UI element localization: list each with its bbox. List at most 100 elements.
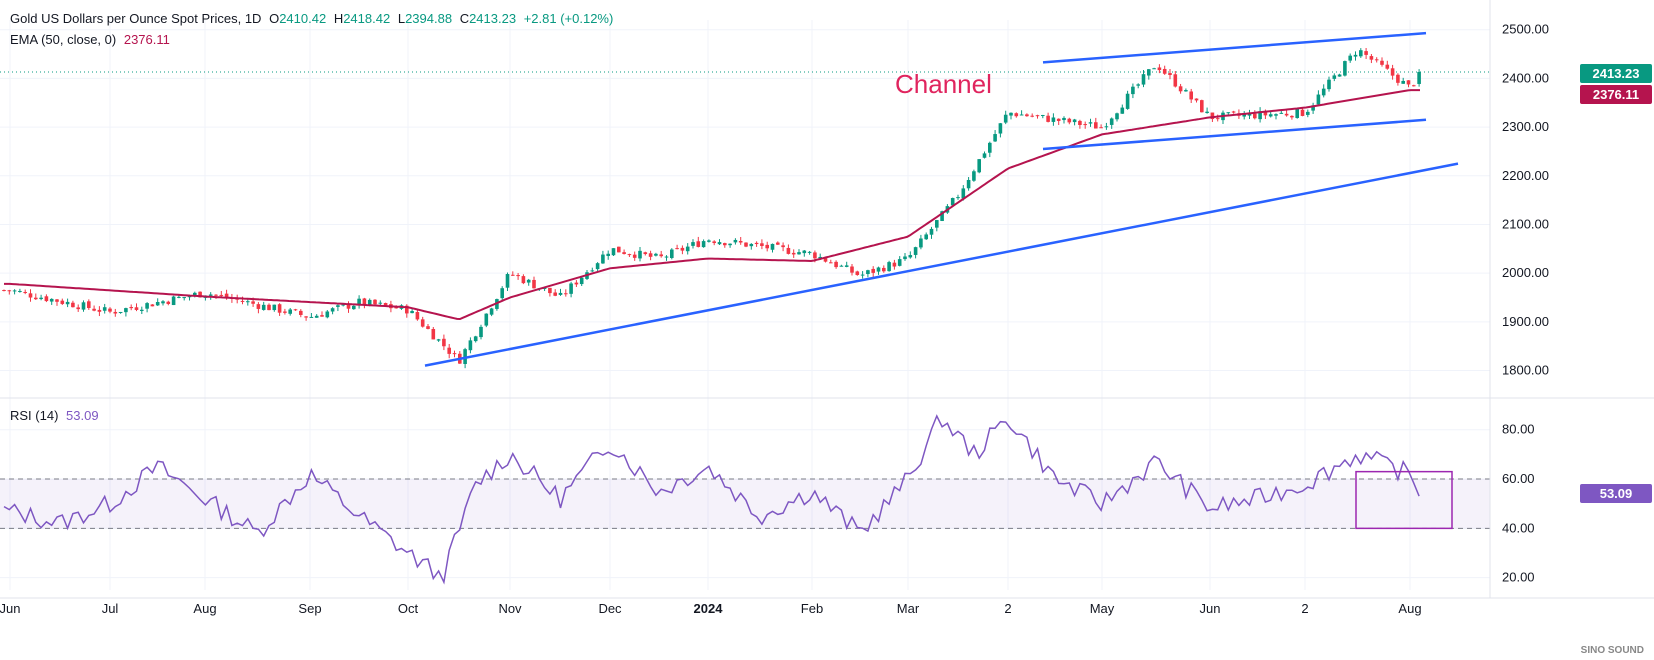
rsi-axis-tick: 60.00 [1502,471,1535,486]
candle-body [590,270,595,272]
candle-body [548,287,552,294]
candle-body [1152,68,1156,70]
candle-body [383,303,388,306]
time-axis-tick: Mar [897,601,920,616]
candle-body [823,258,828,262]
candle-body [452,353,457,355]
candle-body [903,256,907,260]
time-axis-tick: Dec [598,601,622,616]
price-axis-tick: 2200.00 [1502,168,1549,183]
candle-body [754,242,759,245]
candle-body [1364,51,1368,55]
candle-body [786,247,791,254]
candle-body [569,283,573,294]
candle-body [1215,118,1220,120]
candle-body [1311,105,1315,111]
candle-body [240,300,245,302]
candle-body [532,279,536,289]
candle-body [1014,113,1019,117]
candle-body [1279,112,1284,114]
candle-body [12,290,17,292]
low-value: 2394.88 [405,11,453,26]
candle-body [261,304,266,310]
change-value: +2.81 (+0.12%) [523,11,614,26]
candle-body [1343,61,1347,76]
price-axis-tick: 2500.00 [1502,22,1549,37]
candle-body [155,302,160,306]
candle-body [659,254,663,257]
ema-value: 2376.11 [123,32,170,47]
candle-body [171,296,176,306]
candle-body [1380,60,1384,65]
channel-line [1042,118,1427,151]
candle-body [267,304,271,311]
candle-body [1094,122,1098,129]
close-value: 2413.23 [469,11,517,26]
candle-body [299,310,303,315]
candle-body [977,159,981,173]
candle-body [1189,91,1193,100]
candle-body [1056,118,1061,121]
candle-body [187,296,192,298]
time-axis-tick: 2 [1004,601,1011,616]
candle-body [1147,69,1151,76]
candle-body [1046,115,1050,122]
candle-body [643,252,648,255]
candle-body [908,255,913,258]
price-axis-tick: 2100.00 [1502,216,1549,231]
candle-body [648,253,653,257]
candle-body [1327,79,1331,90]
candle-body [1162,68,1167,74]
candle-body [860,274,865,276]
time-axis-tick: Oct [398,601,419,616]
candle-body [405,305,409,314]
candle-body [1332,75,1337,79]
candle-body [553,292,557,296]
candle-body [442,338,446,347]
candle-body [516,275,520,277]
rsi-label: RSI (14) [10,408,59,423]
candle-body [696,241,701,247]
candle-body [760,243,764,246]
ema-line [4,89,1420,321]
candle-body [765,244,769,249]
time-axis-tick: Aug [1398,601,1421,616]
candle-body [818,256,822,259]
candle-body [558,292,563,295]
candle-body [866,270,870,275]
ema-50-line [4,89,1420,321]
candle-body [113,311,118,314]
candle-body [712,241,716,244]
candle-body [707,240,711,242]
candle-body [251,301,255,304]
candle-body [654,253,658,256]
candle-body [1359,50,1363,57]
candle-body [781,245,785,248]
candle-body [224,293,229,299]
price-axis-tick: 1900.00 [1502,314,1549,329]
candle-body [1205,111,1209,114]
candle-body [542,288,547,290]
open-label: O [269,11,280,26]
candle-body [632,254,637,258]
candle-body [627,254,632,256]
ema-label: EMA (50, close, 0) [10,32,117,47]
candle-body [500,288,504,299]
rsi-value-tag: 53.09 [1580,484,1652,503]
low-label: L [397,11,406,26]
candle-body [288,309,292,314]
candle-body [1083,124,1087,126]
candle-body [998,123,1003,134]
candle-body [373,299,377,305]
candle-body [802,250,807,254]
candle-body [362,298,367,306]
candle-body [638,250,642,259]
candle-body [367,299,372,305]
high-label: H [333,11,344,26]
candle-body [44,296,49,302]
candle-body [966,179,971,189]
candle-body [150,304,155,307]
candle-body [839,265,844,267]
candle-body [601,254,605,264]
